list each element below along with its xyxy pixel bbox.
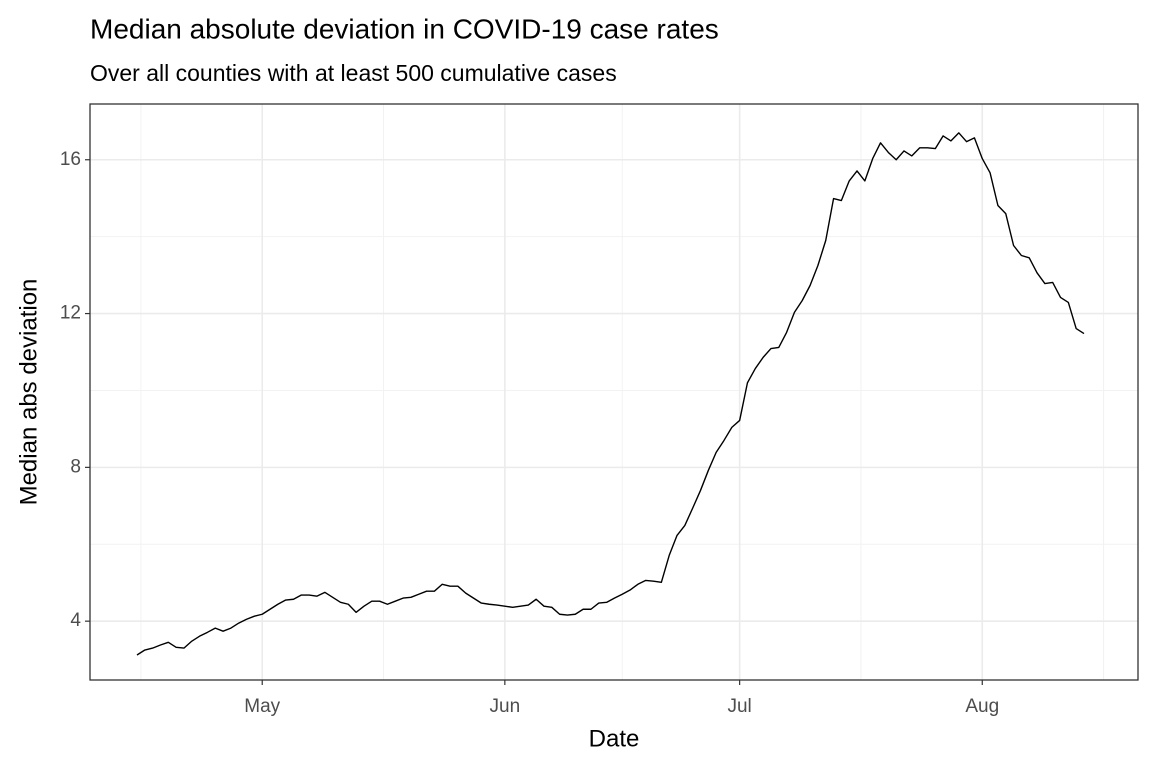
- grid: [90, 104, 1138, 680]
- y-tick-label: 12: [60, 303, 81, 324]
- x-tick-label: May: [244, 696, 280, 717]
- chart-subtitle: Over all counties with at least 500 cumu…: [90, 60, 617, 86]
- plot: [136, 132, 1085, 656]
- x-axis-title: Date: [589, 725, 640, 752]
- data-line: [136, 132, 1085, 656]
- y-tick-label: 8: [70, 456, 81, 477]
- panel-border: [89, 103, 1139, 681]
- x-tick-label: Jul: [727, 696, 751, 717]
- y-tick-label: 16: [60, 149, 81, 170]
- chart-title: Median absolute deviation in COVID-19 ca…: [90, 13, 719, 44]
- x-tick-label: Aug: [965, 696, 999, 717]
- y-axis-title: Median abs deviation: [15, 279, 42, 506]
- x-tick-label: Jun: [490, 696, 521, 717]
- y-tick-label: 4: [70, 610, 81, 631]
